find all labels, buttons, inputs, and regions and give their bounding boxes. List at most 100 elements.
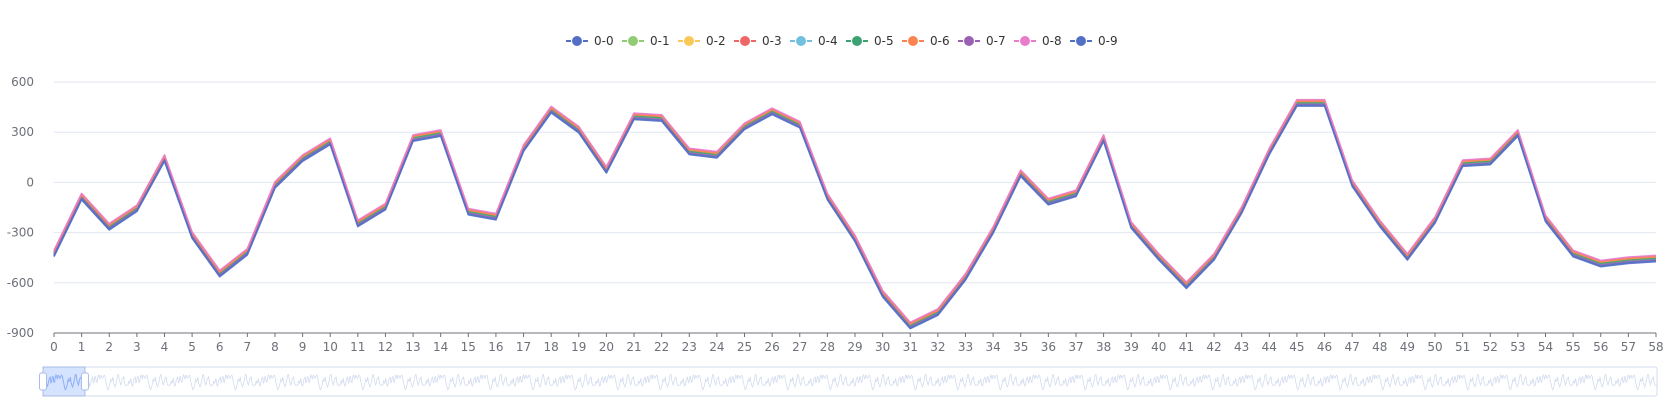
data-zoom-slider[interactable] (39, 366, 1658, 397)
x-tick-label: 35 (1013, 340, 1028, 354)
x-tick-label: 21 (626, 340, 641, 354)
zoom-selected-window[interactable] (42, 366, 86, 397)
x-tick-label: 50 (1427, 340, 1442, 354)
legend-label: 0-8 (1042, 34, 1062, 48)
legend-item-0-6[interactable]: 0-6 (902, 34, 950, 48)
x-tick-label: 9 (299, 340, 307, 354)
x-tick-label: 41 (1179, 340, 1194, 354)
x-tick-label: 49 (1400, 340, 1415, 354)
x-tick-label: 34 (985, 340, 1000, 354)
x-tick-label: 1 (78, 340, 86, 354)
x-tick-label: 52 (1483, 340, 1498, 354)
legend-item-0-0[interactable]: 0-0 (566, 34, 614, 48)
x-tick-label: 43 (1234, 340, 1249, 354)
x-tick-label: 18 (544, 340, 559, 354)
x-axis: 0 1 2 3 4 5 6 7 8 9 10 11 12 13 14 15 16 17 18 19 20 21 22 23 24… (50, 333, 1664, 354)
legend-label: 0-6 (930, 34, 950, 48)
legend-dot-marker (963, 35, 975, 47)
legend-label: 0-9 (1098, 34, 1118, 48)
y-tick-label: -900 (7, 326, 34, 340)
x-tick-label: 10 (323, 340, 338, 354)
legend: 0-0 0-1 0-2 0-3 0-4 0-5 0-6 0-7 0-8 0-9 (566, 34, 1118, 48)
x-tick-label: 51 (1455, 340, 1470, 354)
x-tick-label: 28 (820, 340, 835, 354)
x-tick-label: 12 (378, 340, 393, 354)
x-tick-label: 45 (1289, 340, 1304, 354)
legend-item-0-8[interactable]: 0-8 (1014, 34, 1062, 48)
x-tick-label: 4 (161, 340, 169, 354)
series-line-0-8 (53, 98, 1657, 324)
legend-dot-marker (1019, 35, 1031, 47)
x-tick-label: 27 (792, 340, 807, 354)
zoom-start-handle[interactable] (39, 372, 47, 391)
zoom-preview-line (42, 373, 1658, 391)
x-tick-label: 19 (571, 340, 586, 354)
x-tick-label: 39 (1124, 340, 1139, 354)
x-tick-label: 57 (1621, 340, 1636, 354)
x-tick-label: 17 (516, 340, 531, 354)
legend-label: 0-2 (706, 34, 726, 48)
x-tick-label: 58 (1648, 340, 1663, 354)
x-tick-label: 15 (461, 340, 476, 354)
y-tick-label: 600 (11, 75, 34, 89)
zoom-track[interactable] (42, 366, 1658, 397)
series-line-0-5 (53, 101, 1657, 327)
legend-item-0-1[interactable]: 0-1 (622, 34, 670, 48)
x-tick-label: 14 (433, 340, 448, 354)
x-tick-label: 38 (1096, 340, 1111, 354)
x-tick-label: 25 (737, 340, 752, 354)
x-tick-label: 5 (188, 340, 196, 354)
x-tick-label: 30 (875, 340, 890, 354)
legend-item-0-4[interactable]: 0-4 (790, 34, 838, 48)
y-tick-label: 300 (11, 125, 34, 139)
legend-dot-marker (683, 35, 695, 47)
legend-label: 0-4 (818, 34, 838, 48)
legend-dot-marker (1075, 35, 1087, 47)
x-tick-label: 20 (599, 340, 614, 354)
legend-dot-marker (851, 35, 863, 47)
x-tick-label: 40 (1151, 340, 1166, 354)
x-tick-label: 11 (350, 340, 365, 354)
x-tick-label: 29 (847, 340, 862, 354)
series-line-0-1 (53, 101, 1657, 326)
legend-dot-marker (571, 35, 583, 47)
legend-item-0-7[interactable]: 0-7 (958, 34, 1006, 48)
legend-dot-marker (739, 35, 751, 47)
series-line-0-3 (53, 99, 1657, 324)
legend-dot-marker (627, 35, 639, 47)
series-line-0-0 (53, 105, 1657, 330)
y-axis: 600 300 0 -300 -600 -900 (7, 75, 34, 340)
legend-label: 0-0 (594, 34, 614, 48)
zoom-selected-preview-line (42, 373, 85, 391)
x-tick-label: 0 (50, 340, 58, 354)
x-tick-label: 54 (1538, 340, 1553, 354)
x-tick-label: 22 (654, 340, 669, 354)
legend-item-0-5[interactable]: 0-5 (846, 34, 894, 48)
legend-item-0-9[interactable]: 0-9 (1070, 34, 1118, 48)
y-tick-label: 0 (26, 175, 34, 189)
x-tick-label: 56 (1593, 340, 1608, 354)
legend-item-0-3[interactable]: 0-3 (734, 34, 782, 48)
legend-label: 0-5 (874, 34, 894, 48)
x-tick-label: 33 (958, 340, 973, 354)
x-tick-label: 2 (105, 340, 113, 354)
series-line-0-6 (53, 100, 1657, 325)
legend-dot-marker (907, 35, 919, 47)
x-tick-label: 8 (271, 340, 279, 354)
zoom-end-handle[interactable] (80, 372, 89, 391)
y-tick-label: -300 (7, 226, 34, 240)
series-line-0-2 (53, 102, 1657, 327)
legend-label: 0-7 (986, 34, 1006, 48)
series-line-0-7 (53, 103, 1657, 328)
plot-area (53, 98, 1657, 330)
x-tick-label: 6 (216, 340, 224, 354)
x-tick-label: 48 (1372, 340, 1387, 354)
legend-item-0-2[interactable]: 0-2 (678, 34, 726, 48)
x-tick-label: 16 (488, 340, 503, 354)
x-tick-label: 44 (1262, 340, 1277, 354)
x-tick-label: 37 (1068, 340, 1083, 354)
legend-dot-marker (795, 35, 807, 47)
grid-lines (54, 81, 1656, 334)
x-tick-label: 36 (1041, 340, 1056, 354)
